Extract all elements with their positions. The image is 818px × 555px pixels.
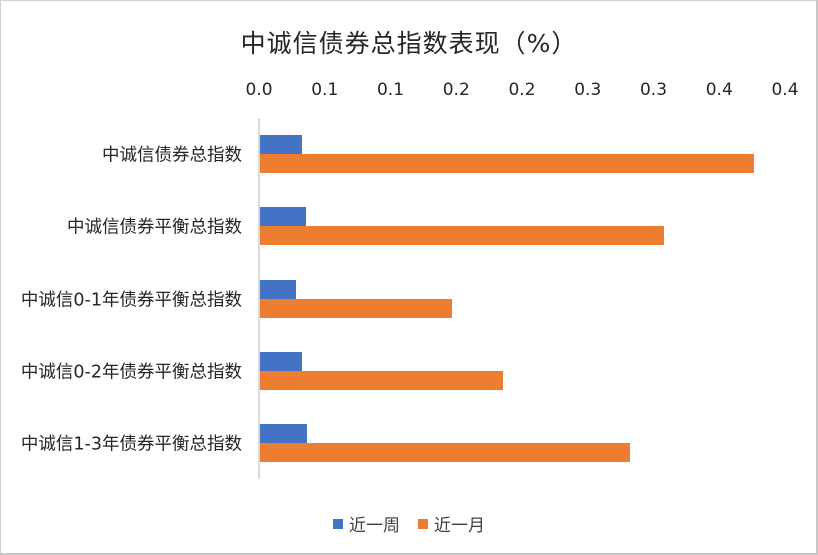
chart-title: 中诚信债券总指数表现（%） xyxy=(240,29,578,58)
bar-month xyxy=(260,370,504,390)
category-label: 中诚信0-1年债券平衡总指数 xyxy=(20,290,242,310)
bar-week xyxy=(260,423,308,443)
bar-week xyxy=(260,135,303,155)
category-label: 中诚信债券平衡总指数 xyxy=(67,217,242,238)
x-tick-label: 0.2 xyxy=(508,80,536,100)
x-tick-label: 0.3 xyxy=(639,80,668,100)
category-label: 中诚信1-3年债券平衡总指数 xyxy=(20,434,242,455)
bar-week xyxy=(260,279,296,299)
x-tick-label: 0.0 xyxy=(245,80,273,100)
x-tick-label: 0.1 xyxy=(311,80,339,100)
legend-item-month: 近一月 xyxy=(418,511,485,536)
bar-month xyxy=(260,442,630,462)
legend-label-week: 近一周 xyxy=(349,516,400,536)
bar-week xyxy=(260,207,307,227)
legend: 近一周 近一月 xyxy=(0,511,818,536)
bar-month xyxy=(260,154,755,174)
bar-month xyxy=(260,298,452,318)
x-tick-label: 0.4 xyxy=(771,80,799,100)
legend-swatch-week xyxy=(333,518,343,529)
x-tick-label: 0.4 xyxy=(705,80,733,100)
bar-week xyxy=(260,351,303,371)
category-label: 中诚信0-2年债券平衡总指数 xyxy=(20,362,242,383)
legend-label-month: 近一月 xyxy=(434,516,485,536)
bar-month xyxy=(260,226,664,246)
legend-swatch-month xyxy=(418,518,428,529)
chart-border-bottom xyxy=(0,553,818,555)
chart-border-right xyxy=(816,0,818,555)
x-tick-label: 0.3 xyxy=(574,80,602,100)
category-label: 中诚信债券总指数 xyxy=(102,145,242,166)
y-axis-line xyxy=(258,118,260,479)
x-tick-label: 0.2 xyxy=(442,80,470,100)
legend-item-week: 近一周 xyxy=(333,511,400,536)
x-tick-label: 0.1 xyxy=(376,80,405,100)
